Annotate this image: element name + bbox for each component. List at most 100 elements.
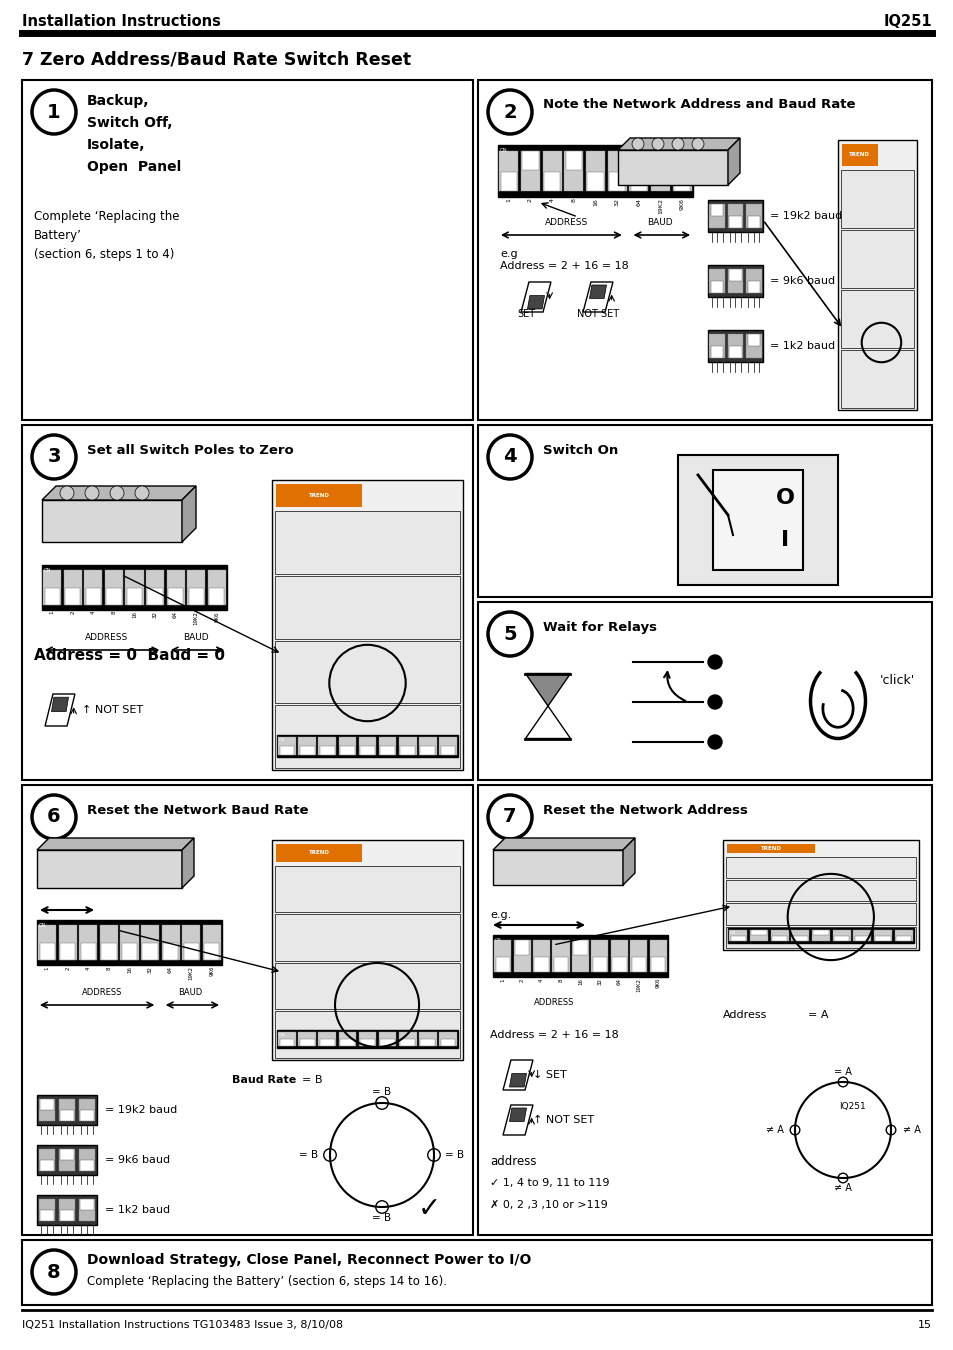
Bar xyxy=(630,940,647,972)
Text: 9K6: 9K6 xyxy=(214,612,219,621)
Polygon shape xyxy=(502,1060,533,1089)
Bar xyxy=(274,865,459,913)
Bar xyxy=(729,347,740,358)
Bar xyxy=(400,747,415,755)
Bar xyxy=(573,940,587,956)
Bar xyxy=(832,930,850,941)
Bar xyxy=(278,737,295,755)
Bar xyxy=(592,957,606,972)
Polygon shape xyxy=(527,296,544,309)
Text: = B: = B xyxy=(372,1214,391,1223)
Bar xyxy=(618,150,727,185)
Polygon shape xyxy=(45,694,75,726)
Bar xyxy=(338,737,355,755)
Text: Installation Instructions: Installation Instructions xyxy=(22,15,221,30)
Bar xyxy=(359,747,375,755)
Polygon shape xyxy=(51,697,69,711)
Bar xyxy=(841,144,877,166)
Bar xyxy=(148,589,162,605)
Text: 2: 2 xyxy=(71,612,75,614)
Bar xyxy=(279,1040,294,1046)
Bar xyxy=(126,570,143,605)
Polygon shape xyxy=(37,838,193,850)
Bar xyxy=(78,1149,95,1172)
Bar xyxy=(894,930,912,941)
Bar xyxy=(591,940,608,972)
Bar xyxy=(22,80,473,420)
Bar xyxy=(276,734,457,757)
Bar xyxy=(709,333,724,358)
Text: 4: 4 xyxy=(502,447,517,467)
Bar xyxy=(208,570,226,605)
Bar xyxy=(522,151,537,170)
Bar xyxy=(38,1199,55,1222)
Text: 4: 4 xyxy=(86,967,91,969)
Bar xyxy=(841,350,913,408)
Text: ON: ON xyxy=(495,938,501,942)
Text: ≠ A: ≠ A xyxy=(902,1125,920,1135)
Text: Complete ‘Replacing the Battery’ (section 6, steps 14 to 16).: Complete ‘Replacing the Battery’ (sectio… xyxy=(87,1274,447,1288)
Bar xyxy=(607,151,626,192)
Bar xyxy=(80,1199,93,1210)
Text: = 9k6 baud: = 9k6 baud xyxy=(105,1156,170,1165)
Bar xyxy=(650,151,669,192)
Bar xyxy=(78,1099,95,1122)
Text: e.g
Address = 2 + 16 = 18: e.g Address = 2 + 16 = 18 xyxy=(499,248,628,270)
Bar xyxy=(80,1111,93,1122)
Polygon shape xyxy=(589,285,606,298)
Bar xyxy=(837,140,916,410)
Bar xyxy=(400,1040,415,1046)
Bar xyxy=(745,333,760,358)
Bar xyxy=(841,290,913,348)
Text: 2: 2 xyxy=(502,103,517,122)
Bar xyxy=(841,170,913,228)
Bar xyxy=(534,957,548,972)
Polygon shape xyxy=(509,1108,526,1122)
Text: ↓ SET: ↓ SET xyxy=(533,1071,566,1080)
Bar xyxy=(106,589,121,605)
Text: = A: = A xyxy=(833,1068,851,1077)
Text: 8: 8 xyxy=(47,1262,61,1281)
Bar xyxy=(380,747,395,755)
Bar xyxy=(873,930,891,941)
Text: 16: 16 xyxy=(132,612,137,618)
Text: Wait for Relays: Wait for Relays xyxy=(542,621,657,633)
Bar xyxy=(710,347,722,358)
Text: 16: 16 xyxy=(127,967,132,973)
Text: = 19k2 baud: = 19k2 baud xyxy=(769,211,841,221)
Bar xyxy=(274,705,459,768)
Bar xyxy=(477,602,931,780)
Bar xyxy=(495,957,509,972)
Bar xyxy=(895,936,910,941)
Bar xyxy=(418,1031,436,1046)
Bar xyxy=(319,747,335,755)
Bar xyxy=(58,1199,75,1222)
Bar xyxy=(728,930,746,941)
Text: 3: 3 xyxy=(48,447,61,467)
Text: 2: 2 xyxy=(519,977,524,981)
Text: 15: 15 xyxy=(917,1320,931,1330)
Text: ADDRESS: ADDRESS xyxy=(544,217,587,227)
Bar xyxy=(60,1111,73,1122)
Bar xyxy=(40,944,55,960)
Text: Download Strategy, Close Panel, Reconnect Power to I/O: Download Strategy, Close Panel, Reconnec… xyxy=(87,1253,531,1268)
Bar xyxy=(440,1040,455,1046)
Bar xyxy=(727,927,913,944)
Bar xyxy=(543,171,559,192)
Text: Baud Rate: Baud Rate xyxy=(232,1075,296,1085)
Bar xyxy=(122,944,137,960)
Bar xyxy=(725,880,915,902)
Bar xyxy=(585,151,604,192)
Text: 1: 1 xyxy=(45,967,50,969)
Text: O: O xyxy=(775,487,794,508)
Text: ADDRESS: ADDRESS xyxy=(81,988,122,998)
Bar xyxy=(101,944,116,960)
Text: 5: 5 xyxy=(502,625,517,644)
Polygon shape xyxy=(509,1073,526,1087)
Bar xyxy=(520,151,539,192)
Bar xyxy=(141,925,159,960)
Bar xyxy=(142,944,157,960)
Bar xyxy=(202,925,220,960)
Bar xyxy=(542,151,561,192)
Bar xyxy=(493,850,622,886)
